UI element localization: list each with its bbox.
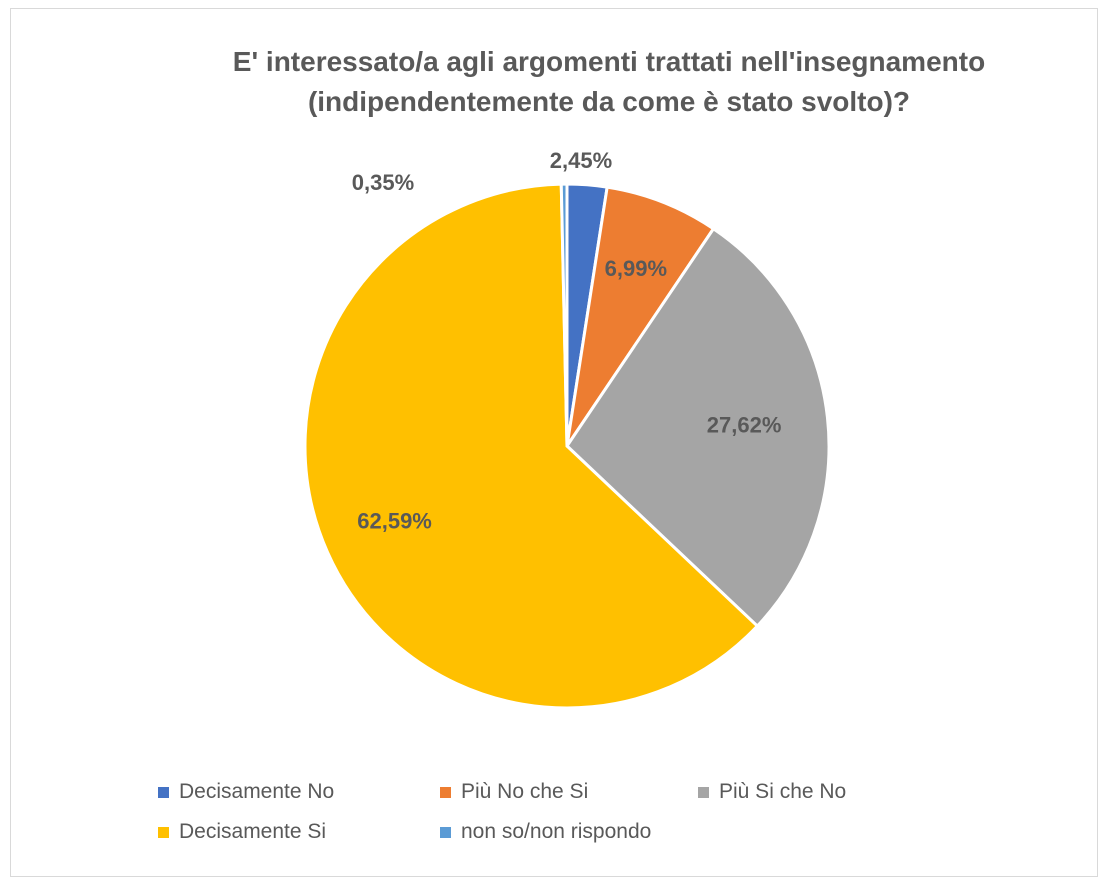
legend-row-2: Decisamente Si non so/non rispondo bbox=[158, 820, 1058, 860]
legend-item-piu-no-che-si: Più No che Si bbox=[440, 780, 588, 804]
chart-legend: Decisamente No Più No che Si Più Si che … bbox=[158, 780, 1058, 860]
chart-title-line-2: (indipendentemente da come è stato svolt… bbox=[307, 86, 911, 117]
legend-item-non-so-non-rispondo: non so/non rispondo bbox=[440, 820, 651, 844]
data-label-decisamente-si: 62,59% bbox=[357, 508, 432, 533]
pie-slice-decisamente-si bbox=[303, 182, 759, 710]
legend-label-piu-no-che-si: Più No che Si bbox=[461, 780, 589, 803]
legend-label-decisamente-si: Decisamente Si bbox=[179, 820, 327, 843]
legend-label-non-so-non-rispondo: non so/non rispondo bbox=[461, 820, 652, 843]
legend-label-piu-si-che-no: Più Si che No bbox=[719, 780, 847, 803]
data-label-pi-si-che-no: 27,62% bbox=[707, 412, 782, 437]
legend-item-piu-si-che-no: Più Si che No bbox=[698, 780, 846, 804]
legend-label-decisamente-no: Decisamente No bbox=[179, 780, 335, 803]
data-label-decisamente-no: 2,45% bbox=[550, 148, 612, 173]
legend-swatch-decisamente-si bbox=[158, 826, 169, 838]
chart-title: E' interessato/a agli argomenti trattati… bbox=[110, 42, 1108, 122]
pie-slice-pi-no-che-si bbox=[565, 185, 715, 448]
data-label-non-so-non-rispondo: 0,35% bbox=[352, 170, 414, 195]
legend-item-decisamente-no: Decisamente No bbox=[158, 780, 334, 804]
legend-item-decisamente-si: Decisamente Si bbox=[158, 820, 326, 844]
pie-slice-non-so-non-rispondo bbox=[559, 182, 569, 448]
pie-slice-pi-si-che-no bbox=[565, 227, 831, 628]
legend-swatch-non-so-non-rispondo bbox=[440, 826, 451, 838]
legend-swatch-decisamente-no bbox=[158, 786, 169, 798]
legend-row-1: Decisamente No Più No che Si Più Si che … bbox=[158, 780, 1058, 820]
legend-swatch-piu-no-che-si bbox=[440, 786, 451, 798]
data-label-pi-no-che-si: 6,99% bbox=[605, 256, 667, 281]
chart-title-line-1: E' interessato/a agli argomenti trattati… bbox=[232, 46, 986, 77]
legend-swatch-piu-si-che-no bbox=[698, 786, 709, 798]
